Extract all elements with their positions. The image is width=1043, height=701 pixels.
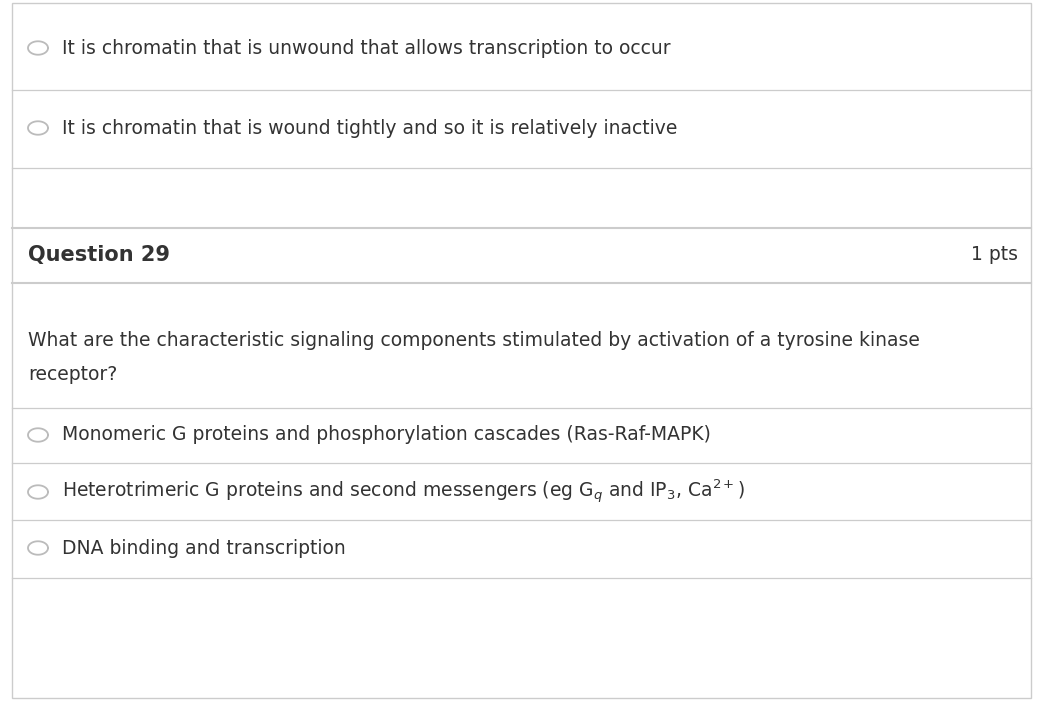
Text: What are the characteristic signaling components stimulated by activation of a t: What are the characteristic signaling co… bbox=[28, 330, 920, 350]
Text: Monomeric G proteins and phosphorylation cascades (Ras-Raf-MAPK): Monomeric G proteins and phosphorylation… bbox=[62, 426, 711, 444]
Text: 1 pts: 1 pts bbox=[971, 245, 1018, 264]
Text: It is chromatin that is wound tightly and so it is relatively inactive: It is chromatin that is wound tightly an… bbox=[62, 118, 677, 137]
Text: receptor?: receptor? bbox=[28, 365, 117, 385]
Text: Question 29: Question 29 bbox=[28, 245, 170, 265]
Text: It is chromatin that is unwound that allows transcription to occur: It is chromatin that is unwound that all… bbox=[62, 39, 671, 57]
Text: DNA binding and transcription: DNA binding and transcription bbox=[62, 538, 345, 557]
Text: Heterotrimeric G proteins and second messengers (eg G$_q$ and IP$_3$, Ca$^{2+}$): Heterotrimeric G proteins and second mes… bbox=[62, 478, 745, 506]
